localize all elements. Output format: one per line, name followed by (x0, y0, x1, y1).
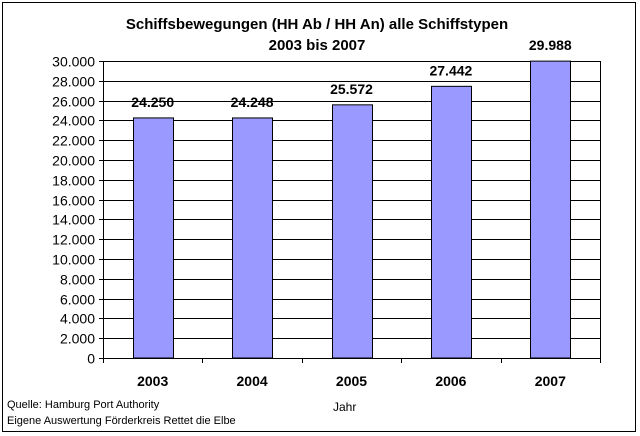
x-tick-label: 2003 (137, 373, 168, 389)
y-tick-label: 10.000 (52, 252, 95, 268)
source-note: Quelle: Hamburg Port Authority Eigene Au… (7, 397, 236, 429)
x-tick-label: 2007 (535, 373, 566, 389)
x-tick-label: 2006 (435, 373, 466, 389)
bar (133, 117, 174, 359)
x-tick-label: 2005 (336, 373, 367, 389)
y-tick-label: 24.000 (52, 113, 95, 129)
y-tick-label: 4.000 (60, 311, 95, 327)
chart-title: Schiffsbewegungen (HH Ab / HH An) alle S… (0, 14, 634, 56)
chart-title-line-1: Schiffsbewegungen (HH Ab / HH An) alle S… (125, 16, 509, 33)
source-line-2: Eigene Auswertung Förderkreis Rettet die… (7, 415, 236, 427)
y-tick-label: 16.000 (52, 193, 95, 209)
data-label: 24.250 (131, 94, 174, 110)
y-tick-label: 0 (87, 351, 95, 367)
x-axis-title: Jahr (333, 400, 357, 414)
data-label: 29.988 (529, 37, 572, 53)
bar (431, 85, 472, 359)
chart-title-line-2: 2003 bis 2007 (268, 37, 366, 54)
bar (530, 60, 571, 359)
y-tick-label: 18.000 (52, 173, 95, 189)
y-tick-label: 22.000 (52, 133, 95, 149)
y-tick-label: 26.000 (52, 94, 95, 110)
y-tick-label: 12.000 (52, 232, 95, 248)
bar (232, 117, 273, 359)
y-tick-label: 2.000 (60, 331, 95, 347)
y-tick-label: 28.000 (52, 74, 95, 90)
data-label: 25.572 (330, 81, 373, 97)
source-line-1: Quelle: Hamburg Port Authority (7, 399, 160, 411)
data-label: 24.248 (231, 94, 274, 110)
y-tick-label: 30.000 (52, 54, 95, 70)
y-tick-label: 6.000 (60, 292, 95, 308)
y-tick-label: 8.000 (60, 272, 95, 288)
x-tick-label: 2004 (237, 373, 268, 389)
bar (332, 104, 373, 359)
y-tick-label: 14.000 (52, 212, 95, 228)
data-label: 27.442 (429, 62, 472, 78)
y-tick-label: 20.000 (52, 153, 95, 169)
